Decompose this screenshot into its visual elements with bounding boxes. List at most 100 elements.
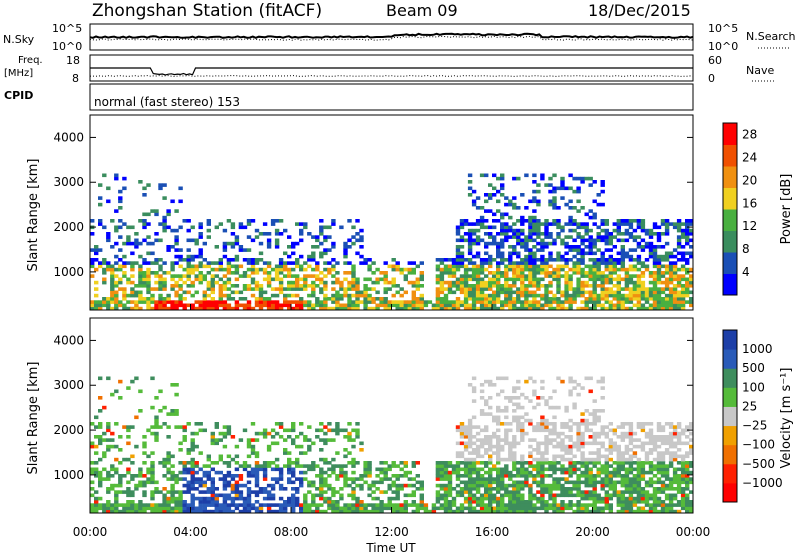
power-cell [689,232,694,236]
velocity-cell [214,441,219,446]
velocity-cell [644,454,650,459]
velocity-cell [246,496,252,501]
velocity-cell [463,506,469,511]
power-cell [632,248,638,252]
power-cell [580,290,585,295]
power-cell [475,293,481,298]
power-cell [142,186,147,191]
velocity-cell [355,496,360,501]
power-cell [608,235,613,239]
colorbar-block [723,444,737,465]
velocity-cell [307,506,312,511]
power-cell [359,238,364,243]
power-cell [656,254,662,259]
power-cell [564,287,569,291]
power-cell [636,293,642,298]
velocity-cell [536,470,541,475]
velocity-cell [234,490,240,494]
velocity-cell [576,467,581,472]
velocity-cell [560,493,565,498]
power-cell [206,303,211,308]
power-cell [568,277,573,282]
velocity-cell [323,441,328,446]
velocity-cell [138,480,143,485]
velocity-cell [210,509,215,514]
power-cell [504,196,509,200]
power-cell [218,277,223,282]
power-cell [588,176,593,181]
power-cell [548,254,553,259]
velocity-cell [604,490,609,494]
power-cell [644,297,650,301]
power-cell [158,267,163,272]
velocity-cell [624,496,630,501]
power-cell [612,258,617,262]
power-cell [303,225,308,230]
colorbar-tick-label: 16 [742,196,757,210]
velocity-cell [632,474,638,478]
power-cell [262,271,268,275]
velocity-cell [331,500,336,504]
velocity-cell [685,509,690,514]
velocity-cell [528,464,533,468]
power-cell [660,271,666,275]
power-cell [455,277,461,282]
velocity-cell [178,470,183,475]
power-cell [315,274,320,278]
power-cell [685,261,690,265]
power-cell [395,261,400,265]
velocity-cell [355,461,360,465]
velocity-cell [399,467,404,472]
power-cell [576,306,581,311]
velocity-cell [315,493,320,498]
power-cell [572,254,577,259]
velocity-cell [303,477,308,481]
velocity-cell [592,451,597,455]
velocity-cell [463,496,469,501]
power-cell [580,293,585,298]
power-cell [640,261,646,265]
power-cell [636,254,642,259]
power-cell [443,271,449,275]
power-cell [407,306,412,311]
power-cell [668,277,674,282]
power-cell [391,267,396,272]
power-cell [198,232,203,236]
power-cell [604,267,609,272]
power-cell [307,274,312,278]
velocity-cell [484,464,489,468]
power-cell [226,297,232,301]
velocity-cell [174,474,179,478]
power-cell [379,303,384,308]
power-cell [508,303,513,308]
velocity-cell [548,490,553,494]
power-cell [158,306,163,311]
power-cell [198,271,203,275]
velocity-cell [291,500,296,504]
velocity-cell [656,428,662,433]
velocity-cell [291,496,296,501]
power-cell [484,193,489,197]
power-cell [540,238,545,243]
velocity-cell [628,457,634,462]
velocity-cell [439,470,445,475]
velocity-cell [532,438,537,442]
velocity-cell [608,448,613,452]
velocity-cell [672,467,678,472]
velocity-cell [580,493,585,498]
velocity-cell [576,392,581,397]
velocity-cell [158,389,163,394]
velocity-cell [492,435,497,439]
velocity-cell [174,503,179,507]
power-cell [287,293,292,298]
velocity-cell [467,467,473,472]
velocity-cell [680,506,686,511]
power-cell [363,284,368,288]
velocity-cell [588,412,593,416]
power-cell [254,228,260,233]
power-cell [459,303,465,308]
power-cell [311,306,316,311]
power-cell [532,232,537,236]
power-cell [471,189,477,194]
power-cell [508,293,513,298]
